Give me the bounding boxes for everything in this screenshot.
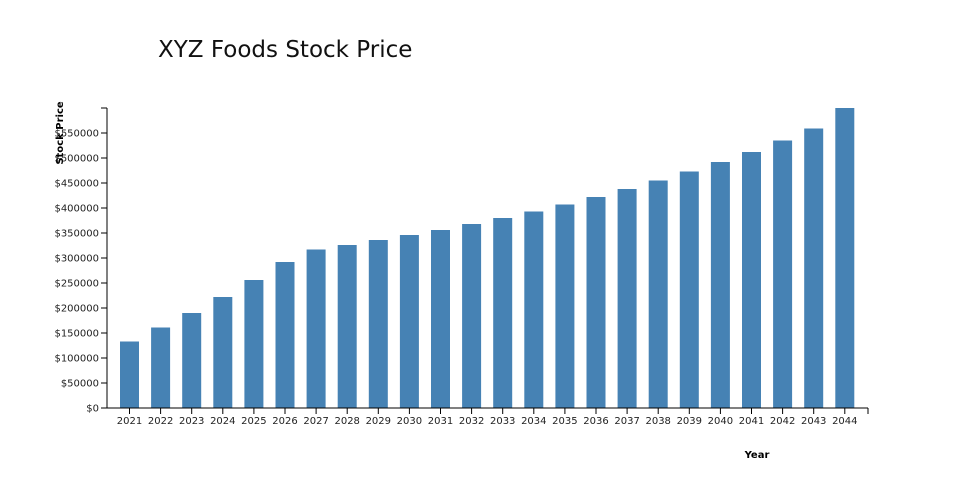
- x-tick-label-2040: 2040: [708, 416, 733, 427]
- bar-2042: [773, 140, 793, 408]
- x-axis-title: Year: [744, 450, 770, 461]
- bar-2031: [431, 230, 450, 408]
- bar-2024: [213, 297, 233, 408]
- x-tick-label-2030: 2030: [397, 416, 422, 427]
- x-tick-label-2034: 2034: [521, 416, 546, 427]
- bar-2021: [120, 341, 139, 408]
- y-axis-title: Stock Price: [55, 101, 66, 165]
- x-axis: 2021 2022 2023 2024 2025 2026 2027 2028 2029 2030…: [107, 407, 869, 427]
- bar-2028: [337, 245, 357, 408]
- bar-2041: [742, 152, 761, 408]
- y-tick-label-10: $500000: [54, 154, 99, 165]
- x-tick-label-2041: 2041: [739, 416, 764, 427]
- y-tick-label-8: $400000: [54, 204, 99, 215]
- x-tick-label-2027: 2027: [303, 416, 328, 427]
- bar-2040: [710, 162, 730, 408]
- bar-2034: [524, 211, 544, 408]
- y-tick-label-6: $300000: [54, 254, 99, 265]
- bar-2035: [555, 204, 575, 408]
- bars-group: [120, 108, 855, 408]
- x-tick-label-2028: 2028: [334, 416, 359, 427]
- bar-2043: [804, 128, 824, 408]
- x-tick-label-2031: 2031: [428, 416, 453, 427]
- chart-title: XYZ Foods Stock Price: [158, 37, 412, 63]
- bar-2037: [617, 189, 637, 408]
- x-tick-label-2036: 2036: [583, 416, 608, 427]
- x-tick-label-2037: 2037: [614, 416, 639, 427]
- bar-2027: [306, 249, 326, 408]
- x-tick-label-2043: 2043: [801, 416, 826, 427]
- bar-2026: [275, 262, 295, 408]
- bar-2030: [399, 235, 419, 408]
- x-tick-label-2044: 2044: [832, 416, 857, 427]
- bar-2036: [586, 197, 606, 408]
- x-tick-label-2026: 2026: [272, 416, 297, 427]
- bar-2022: [151, 327, 171, 408]
- y-tick-label-2: $100000: [54, 354, 99, 365]
- y-axis: $0 $50000 $100000 $150000 $200000 $250000 $300…: [54, 107, 108, 415]
- x-tick-label-2039: 2039: [677, 416, 702, 427]
- bar-2023: [182, 313, 202, 408]
- y-tick-label-4: $200000: [54, 304, 99, 315]
- x-tick-label-2033: 2033: [490, 416, 515, 427]
- x-tick-label-2021: 2021: [117, 416, 142, 427]
- x-tick-label-2035: 2035: [552, 416, 577, 427]
- y-tick-label-9: $450000: [54, 179, 99, 190]
- x-tick-label-2023: 2023: [179, 416, 204, 427]
- y-tick-label-7: $350000: [54, 229, 99, 240]
- x-tick-label-2029: 2029: [366, 416, 391, 427]
- bar-2039: [679, 171, 699, 408]
- x-tick-label-2022: 2022: [148, 416, 173, 427]
- y-tick-label-11: $550000: [54, 129, 99, 140]
- bar-2029: [368, 240, 388, 408]
- bar-2033: [493, 218, 513, 408]
- y-tick-label-3: $150000: [54, 329, 99, 340]
- x-tick-label-2025: 2025: [241, 416, 266, 427]
- bar-2038: [648, 180, 668, 408]
- x-tick-label-2038: 2038: [645, 416, 670, 427]
- x-tick-label-2032: 2032: [459, 416, 484, 427]
- bar-2044: [835, 108, 855, 408]
- bar-2032: [462, 224, 482, 408]
- x-tick-label-2042: 2042: [770, 416, 795, 427]
- y-tick-label-1: $50000: [61, 379, 99, 390]
- y-tick-label-5: $250000: [54, 279, 99, 290]
- x-tick-label-2024: 2024: [210, 416, 235, 427]
- bar-2025: [244, 280, 264, 408]
- y-tick-label-0: $0: [86, 404, 99, 415]
